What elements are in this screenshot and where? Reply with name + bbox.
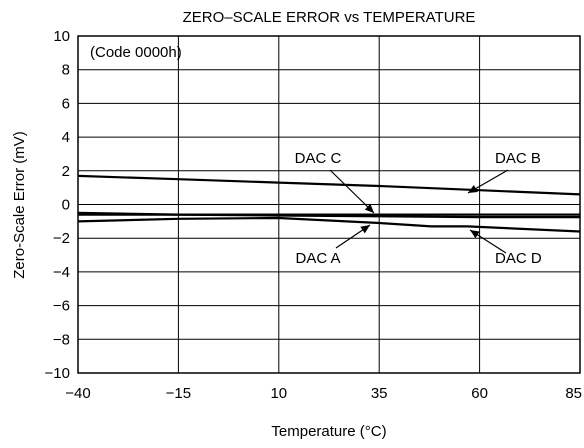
x-tick-label: −15 xyxy=(166,385,191,402)
arrowhead-dac-a xyxy=(360,225,370,234)
arrowhead-dac-b xyxy=(468,185,478,193)
y-tick-label: 2 xyxy=(62,163,70,180)
code-annotation: (Code 0000h) xyxy=(90,44,182,61)
arrowhead-dac-c xyxy=(364,203,374,213)
y-tick-label: −6 xyxy=(53,298,70,315)
grid-lines xyxy=(78,36,580,373)
y-tick-label: −2 xyxy=(53,230,70,247)
series-label-dac-d: DAC D xyxy=(495,250,542,267)
x-tick-label: 10 xyxy=(270,385,287,402)
y-tick-label: 6 xyxy=(62,95,70,112)
series-labels: DAC B DAC C DAC A DAC D xyxy=(295,150,542,267)
x-tick-label: 85 xyxy=(565,385,582,402)
x-tick-label: −40 xyxy=(65,385,90,402)
plot-frame xyxy=(77,35,581,374)
series-label-dac-c: DAC C xyxy=(295,150,342,167)
series-label-dac-b: DAC B xyxy=(495,150,541,167)
x-tick-labels: −40 −15 10 35 60 85 xyxy=(65,385,582,402)
y-tick-label: 4 xyxy=(62,129,70,146)
series-label-dac-a: DAC A xyxy=(295,250,340,267)
y-tick-label: −4 xyxy=(53,264,70,281)
series-line-dac-b xyxy=(77,174,581,196)
y-axis-label: Zero-Scale Error (mV) xyxy=(11,131,28,279)
y-tick-label: −10 xyxy=(45,365,70,382)
y-tick-label: 0 xyxy=(62,197,70,214)
series-lines xyxy=(77,174,581,233)
series-line-dac-d xyxy=(77,216,581,233)
x-axis-label: Temperature (°C) xyxy=(271,423,386,440)
y-tick-label: −8 xyxy=(53,331,70,348)
x-tick-label: 35 xyxy=(371,385,388,402)
x-tick-label: 60 xyxy=(471,385,488,402)
arrowhead-dac-d xyxy=(470,230,480,239)
y-tick-label: 10 xyxy=(53,28,70,45)
leader-line-dac-c xyxy=(329,169,375,214)
chart-title: ZERO–SCALE ERROR vs TEMPERATURE xyxy=(183,9,476,26)
y-tick-label: 8 xyxy=(62,62,70,79)
y-tick-labels: 10 8 6 4 2 0 −2 −4 −6 −8 −10 xyxy=(45,28,70,382)
